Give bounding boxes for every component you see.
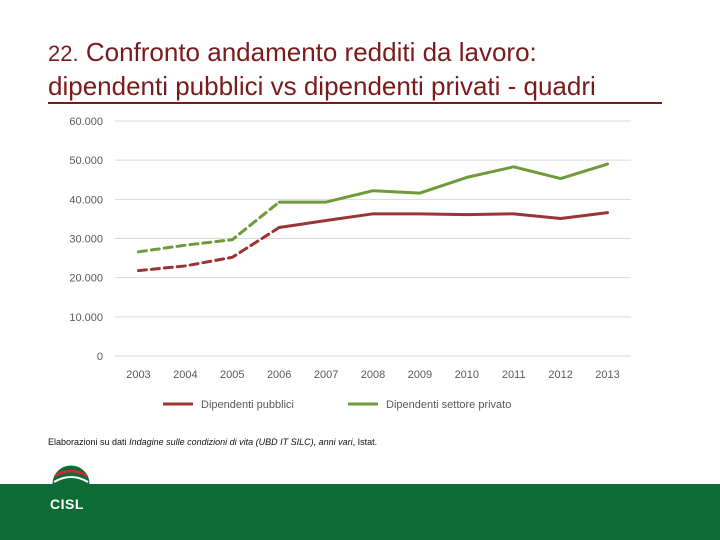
cisl-logo-icon (51, 464, 91, 490)
source-suffix: , Istat. (352, 437, 378, 447)
y-tick-label: 60.000 (69, 116, 103, 128)
logo-text: CISL (50, 496, 84, 512)
y-tick-label: 50.000 (69, 155, 103, 167)
series-line (277, 211, 610, 230)
source-italic: Indagine sulle condizioni di vita (UBD I… (129, 437, 353, 447)
legend-label: Dipendenti settore privato (386, 399, 511, 411)
x-tick-label: 2007 (314, 369, 338, 381)
source-prefix: Elaborazioni su dati (48, 437, 130, 447)
y-tick-label: 10.000 (69, 312, 103, 324)
x-tick-label: 2009 (408, 369, 432, 381)
title-divider (48, 102, 662, 104)
y-tick-label: 40.000 (69, 194, 103, 206)
y-tick-label: 0 (97, 351, 103, 363)
footer-band (0, 484, 720, 540)
x-tick-label: 2008 (361, 369, 385, 381)
chart-area: 0 10.000 20.000 30.000 40.000 50.000 60.000 200… (48, 106, 658, 424)
y-tick-label: 20.000 (69, 273, 103, 285)
legend-label: Dipendenti pubblici (201, 399, 294, 411)
slide-title: 22. Confronto andamento redditi da lavor… (48, 36, 688, 102)
x-tick-label: 2012 (548, 369, 572, 381)
x-tick-label: 2005 (220, 369, 244, 381)
title-line-2: dipendenti pubblici vs dipendenti privat… (48, 71, 596, 101)
line-chart: 0 10.000 20.000 30.000 40.000 50.000 60.000 200… (69, 116, 631, 411)
x-tick-label: 2006 (267, 369, 291, 381)
x-tick-label: 2004 (173, 369, 197, 381)
y-tick-label: 30.000 (69, 234, 103, 246)
x-tick-label: 2011 (502, 369, 526, 381)
x-tick-label: 2003 (126, 369, 150, 381)
source-note: Elaborazioni su dati Indagine sulle cond… (48, 437, 377, 447)
x-tick-label: 2010 (455, 369, 479, 381)
title-line-1: Confronto andamento redditi da lavoro: (85, 37, 537, 67)
x-tick-label: 2013 (595, 369, 619, 381)
series-line-estimated (136, 226, 281, 273)
series-line (277, 162, 610, 204)
slide-number: 22. (48, 41, 79, 66)
series-line-estimated (136, 200, 281, 254)
